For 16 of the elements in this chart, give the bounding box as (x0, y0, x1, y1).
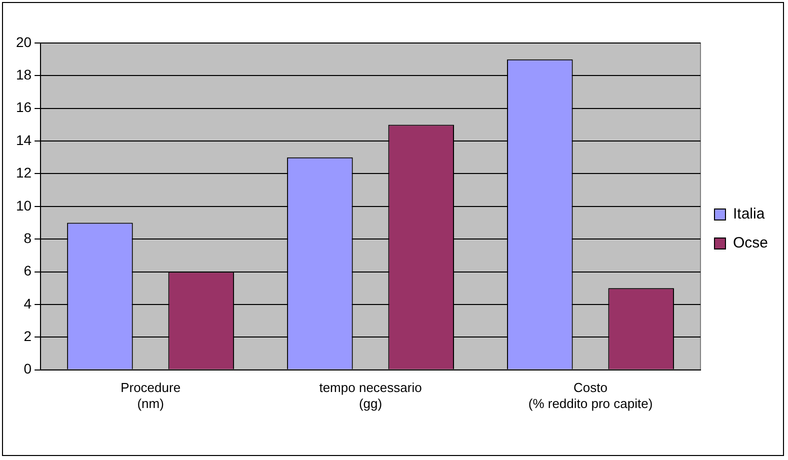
y-tick-label: 8 (24, 230, 32, 246)
y-tick-label: 2 (24, 328, 32, 344)
y-tick-label: 16 (16, 99, 32, 116)
y-tick-label: 18 (16, 66, 32, 83)
legend-label: Ocse (732, 234, 768, 252)
legend-label: Italia (732, 206, 766, 223)
y-tick-label: 10 (16, 197, 32, 214)
y-tick-label: 0 (24, 360, 32, 377)
x-tick-label: tempo necessario (gg) (319, 380, 422, 411)
x-tick-label: Procedure (nm) (120, 380, 181, 411)
y-tick-label: 6 (24, 262, 32, 279)
x-tick-label: Costo (% reddito pro capite) (528, 380, 653, 411)
y-tick-label: 12 (16, 164, 32, 181)
y-tick-label: 20 (16, 34, 32, 50)
y-tick-label: 14 (16, 132, 32, 148)
y-tick-label: 4 (24, 295, 32, 312)
